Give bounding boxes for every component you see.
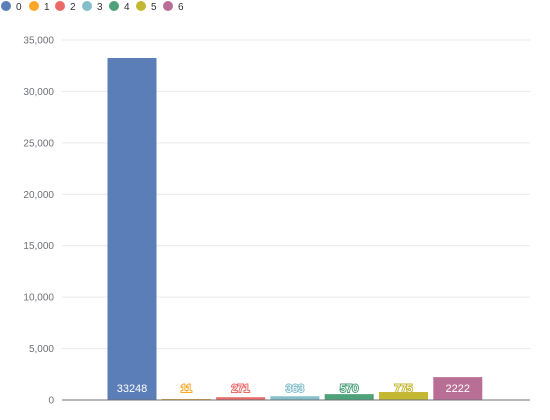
legend: 0 1 2 3 4 5 6 bbox=[1, 1, 184, 13]
data-label-4: 570 bbox=[340, 383, 358, 395]
legend-item-0[interactable]: 0 bbox=[1, 1, 22, 13]
data-label-6: 2222 bbox=[446, 383, 470, 395]
y-tick-label: 20,000 bbox=[23, 190, 54, 201]
data-label-3: 363 bbox=[286, 383, 304, 395]
legend-label: 3 bbox=[97, 2, 103, 13]
bar-4[interactable] bbox=[324, 394, 374, 400]
bar-0[interactable] bbox=[107, 58, 157, 401]
y-tick-label: 10,000 bbox=[23, 293, 54, 304]
legend-item-5[interactable]: 5 bbox=[136, 1, 157, 13]
legend-marker bbox=[136, 1, 146, 11]
data-label-2: 271 bbox=[231, 383, 249, 395]
legend-label: 2 bbox=[70, 2, 76, 13]
legend-label: 0 bbox=[16, 2, 22, 13]
legend-label: 6 bbox=[178, 2, 184, 13]
legend-marker bbox=[55, 1, 65, 11]
legend-label: 1 bbox=[44, 2, 50, 13]
bar-5[interactable] bbox=[379, 392, 428, 400]
legend-marker bbox=[82, 1, 92, 11]
legend-label: 5 bbox=[151, 2, 157, 13]
legend-marker bbox=[29, 1, 39, 11]
y-tick-label: 0 bbox=[48, 396, 54, 407]
legend-marker bbox=[1, 1, 11, 11]
legend-item-2[interactable]: 2 bbox=[55, 1, 76, 13]
bar-6[interactable] bbox=[433, 377, 483, 400]
y-tick-label: 25,000 bbox=[23, 138, 54, 149]
y-tick-label: 15,000 bbox=[23, 241, 54, 252]
legend-item-6[interactable]: 6 bbox=[163, 1, 184, 13]
y-tick-label: 30,000 bbox=[23, 87, 54, 98]
y-axis-tick-labels: 0 5,000 10,000 15,000 20,000 25,000 30,000 35,0… bbox=[23, 36, 54, 407]
legend-marker bbox=[109, 1, 119, 11]
legend-marker bbox=[163, 1, 173, 11]
y-tick-label: 35,000 bbox=[23, 36, 54, 47]
legend-item-4[interactable]: 4 bbox=[109, 1, 130, 13]
bars bbox=[107, 58, 483, 401]
data-label-0: 33248 bbox=[117, 383, 148, 395]
legend-item-3[interactable]: 3 bbox=[82, 1, 103, 13]
legend-item-1[interactable]: 1 bbox=[29, 1, 50, 13]
bar-2[interactable] bbox=[216, 397, 266, 400]
bar-3[interactable] bbox=[270, 396, 320, 400]
y-tick-label: 5,000 bbox=[29, 344, 54, 355]
data-label-1: 11 bbox=[181, 383, 192, 395]
data-label-5: 775 bbox=[394, 383, 412, 395]
data-labels: 33248 11 271 363 570 775 2222 bbox=[116, 382, 471, 396]
legend-label: 4 bbox=[124, 2, 130, 13]
